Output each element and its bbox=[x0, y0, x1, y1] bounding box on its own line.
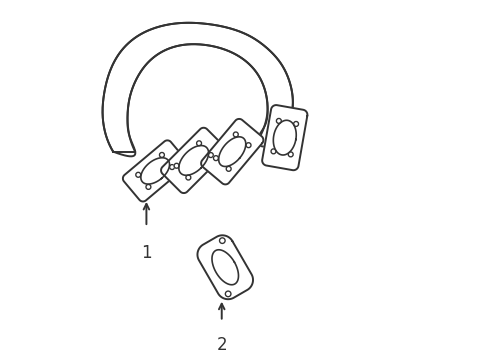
Circle shape bbox=[213, 156, 218, 161]
Circle shape bbox=[287, 152, 293, 157]
Circle shape bbox=[208, 153, 213, 158]
Polygon shape bbox=[102, 23, 292, 156]
Polygon shape bbox=[141, 158, 169, 184]
Polygon shape bbox=[218, 137, 245, 166]
Polygon shape bbox=[273, 120, 296, 155]
Polygon shape bbox=[211, 250, 238, 285]
Circle shape bbox=[196, 141, 201, 146]
Circle shape bbox=[185, 175, 190, 180]
Circle shape bbox=[270, 149, 275, 154]
Circle shape bbox=[169, 165, 174, 170]
Circle shape bbox=[219, 238, 224, 243]
Circle shape bbox=[146, 184, 151, 189]
Polygon shape bbox=[122, 140, 187, 202]
Polygon shape bbox=[179, 145, 208, 175]
Text: 2: 2 bbox=[216, 336, 226, 354]
Circle shape bbox=[225, 291, 230, 297]
Circle shape bbox=[159, 153, 164, 157]
Circle shape bbox=[276, 118, 281, 123]
Polygon shape bbox=[197, 235, 252, 299]
Circle shape bbox=[245, 143, 250, 148]
Polygon shape bbox=[262, 105, 307, 170]
Circle shape bbox=[293, 121, 298, 126]
Polygon shape bbox=[161, 128, 226, 193]
Circle shape bbox=[226, 166, 231, 171]
Polygon shape bbox=[201, 119, 263, 184]
Circle shape bbox=[136, 172, 141, 177]
Text: 1: 1 bbox=[141, 244, 151, 262]
Circle shape bbox=[174, 163, 179, 168]
Circle shape bbox=[233, 132, 238, 137]
